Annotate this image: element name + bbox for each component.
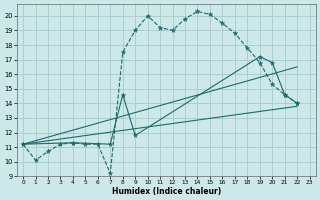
X-axis label: Humidex (Indice chaleur): Humidex (Indice chaleur) xyxy=(112,187,221,196)
